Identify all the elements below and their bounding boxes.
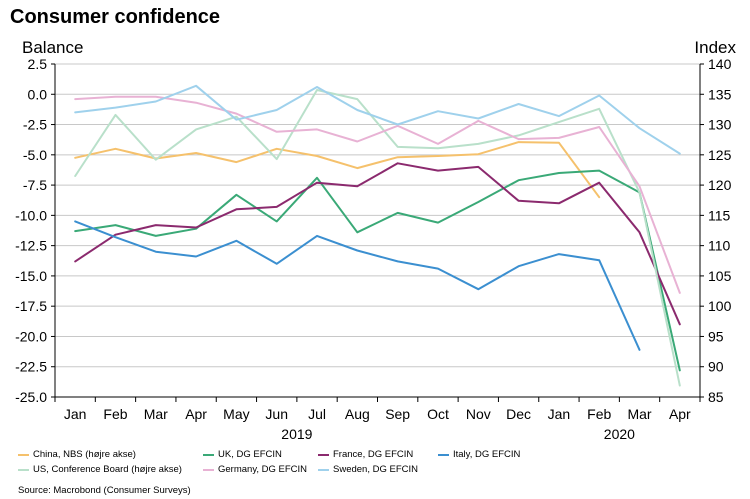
legend-item-us: US, Conference Board (højre akse) [18, 464, 182, 475]
x-tick-label: Apr [185, 406, 207, 422]
x-tick-label: Dec [506, 406, 531, 422]
x-tick-label: Jul [308, 406, 326, 422]
axes [51, 63, 704, 402]
legend-label: France, DG EFCIN [333, 449, 414, 460]
right-tick-label: 90 [708, 359, 724, 375]
left-tick-label: -10.0 [15, 207, 47, 223]
x-tick-label: Nov [466, 406, 491, 422]
series-line-uk [74, 169, 681, 372]
right-tick-label: 130 [708, 117, 732, 133]
tick-labels: 2.5 0.0 -2.5 -5.0 -7.5 -10.0 -12.5 -15.0 -17.5 -2… [15, 56, 731, 442]
legend-swatch [18, 468, 29, 471]
x-tick-label: Mar [144, 406, 168, 422]
year-label: 2019 [281, 426, 312, 442]
right-tick-label: 85 [708, 389, 724, 405]
x-tick-label: Feb [103, 406, 127, 422]
legend-item-germany: Germany, DG EFCIN [203, 464, 307, 475]
right-tick-label: 110 [708, 238, 731, 254]
right-axis-unit-label: Index [694, 38, 736, 57]
left-tick-label: -25.0 [15, 389, 47, 405]
legend-label: Italy, DG EFCIN [453, 449, 521, 460]
legend-swatch [203, 468, 214, 471]
left-tick-label: -20.0 [15, 328, 47, 344]
left-tick-label: 2.5 [28, 56, 48, 72]
series-line-italy [74, 220, 641, 351]
gridlines [55, 63, 700, 398]
legend-item-france: France, DG EFCIN [318, 449, 413, 460]
year-label: 2020 [604, 426, 635, 442]
right-tick-label: 115 [708, 207, 731, 223]
legend-item-china: China, NBS (højre akse) [18, 449, 136, 460]
left-tick-label: -15.0 [15, 268, 47, 284]
legend-item-uk: UK, DG EFCIN [203, 449, 282, 460]
legend-item-sweden: Sweden, DG EFCIN [318, 464, 418, 475]
series-lines [74, 84, 681, 387]
series-line-us [74, 89, 681, 387]
left-tick-label: -2.5 [23, 117, 47, 133]
left-tick-label: -12.5 [15, 238, 47, 254]
legend-label: Germany, DG EFCIN [218, 464, 308, 475]
legend-swatch [318, 468, 329, 471]
x-tick-label: May [223, 406, 249, 422]
x-tick-label: Apr [669, 406, 691, 422]
right-tick-label: 140 [708, 56, 732, 72]
left-axis-unit-label: Balance [22, 38, 84, 57]
x-tick-label: Mar [627, 406, 651, 422]
series-line-france [74, 162, 681, 326]
legend-swatch [18, 453, 29, 456]
right-tick-label: 95 [708, 328, 724, 344]
x-tick-label: Feb [587, 406, 611, 422]
x-tick-label: Jun [265, 406, 288, 422]
left-tick-label: -22.5 [15, 359, 47, 375]
left-tick-label: -17.5 [15, 298, 47, 314]
legend-label: China, NBS (højre akse) [33, 449, 136, 460]
left-tick-label: -5.0 [23, 147, 47, 163]
legend-swatch [203, 453, 214, 456]
series-line-sweden [74, 84, 681, 155]
right-tick-label: 125 [708, 147, 732, 163]
x-tick-label: Jan [64, 406, 87, 422]
right-tick-label: 120 [708, 177, 732, 193]
legend-label: UK, DG EFCIN [218, 449, 282, 460]
legend-label: US, Conference Board (højre akse) [33, 464, 182, 475]
legend-item-italy: Italy, DG EFCIN [438, 449, 520, 460]
legend-swatch [318, 453, 329, 456]
series-line-china [74, 141, 601, 199]
legend-label: Sweden, DG EFCIN [333, 464, 418, 475]
chart-title: Consumer confidence [10, 6, 221, 28]
x-tick-label: Sep [385, 406, 410, 422]
legend-swatch [438, 453, 449, 456]
right-tick-label: 105 [708, 268, 732, 284]
x-tick-label: Jan [548, 406, 571, 422]
x-tick-label: Aug [345, 406, 370, 422]
right-tick-label: 100 [708, 298, 732, 314]
right-tick-label: 135 [708, 86, 732, 102]
left-tick-label: 0.0 [28, 86, 48, 102]
series-line-germany [74, 95, 681, 294]
source-note: Source: Macrobond (Consumer Surveys) [18, 485, 191, 496]
left-tick-label: -7.5 [23, 177, 47, 193]
x-tick-label: Oct [427, 406, 449, 422]
